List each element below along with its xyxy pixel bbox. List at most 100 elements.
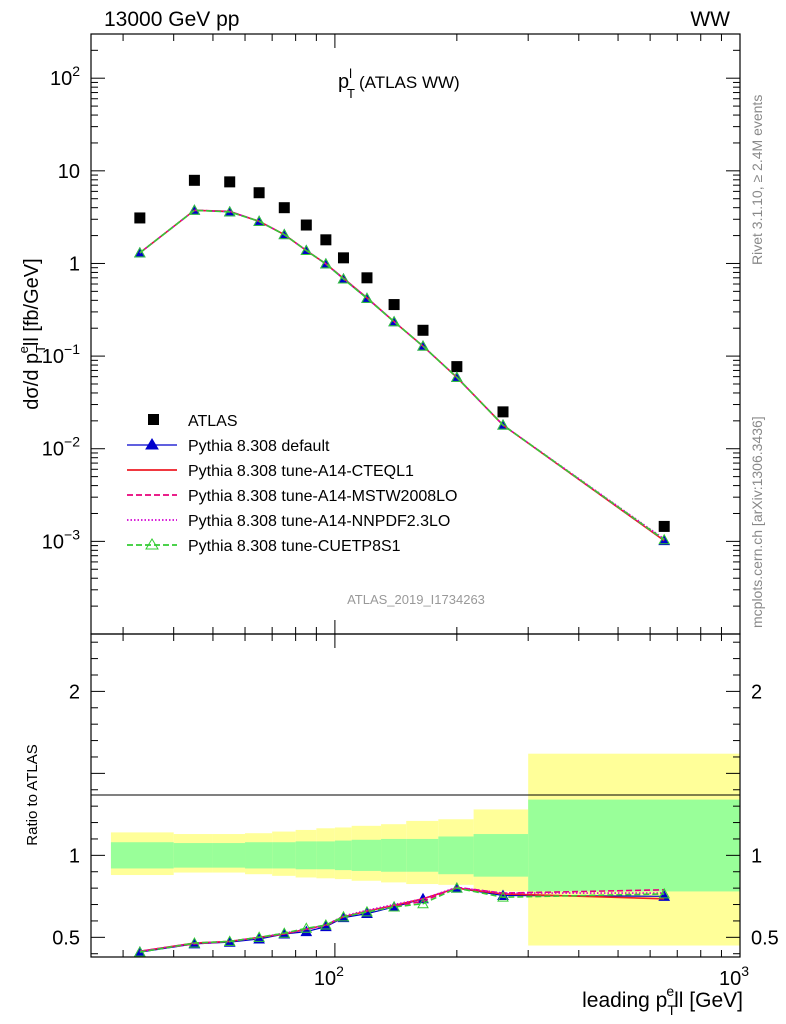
ratio-frame — [90, 633, 741, 958]
legend-item-cuetp8s1-marker — [145, 538, 159, 550]
ratio-cuetp8s1-point — [223, 935, 236, 946]
main-cuetp8s1-point — [223, 205, 236, 217]
plot-title-sup: l — [349, 66, 352, 81]
ratio-band-inner — [110, 842, 174, 869]
main-data-point — [658, 520, 670, 532]
legend-item-cuetp8s1: Pythia 8.308 tune-CUETP8S1 — [127, 538, 401, 555]
main-data-point — [497, 406, 509, 418]
ratio-cuetp8s1-point — [388, 900, 400, 912]
main-cuetp8s1-point — [497, 419, 509, 430]
main-data-point — [134, 212, 146, 224]
ratio-band-inner — [351, 839, 382, 871]
header-right: WW — [690, 8, 730, 31]
ratio-ytick-label-right: 0.5 — [751, 927, 779, 949]
main-ytick-exp: −3 — [64, 526, 80, 542]
x-tick-base: 10 — [719, 968, 741, 990]
mcplots-label: mcplots.cern.ch [arXiv:1306.3436] — [749, 416, 765, 628]
main-cuetp8s1-line — [139, 209, 665, 541]
main-cuetp8s1-point — [658, 533, 671, 545]
main-cuetp8s1-point — [188, 204, 201, 215]
ratio-cuetp8s1-point — [361, 905, 373, 917]
ratio-band-inner — [295, 841, 317, 870]
legend-item-mstw: Pythia 8.308 tune-A14-MSTW2008LO — [127, 488, 457, 505]
main-y-label-sup: e — [16, 346, 31, 353]
main-cuetp8s1-point — [361, 292, 373, 303]
main-ytick-label: 10 — [58, 161, 80, 183]
ratio-band-inner — [528, 799, 740, 892]
ratio-band-inner — [334, 840, 352, 871]
plot-title: pl T (ATLAS WW) — [338, 66, 460, 101]
x-axis-label-post: ll [GeV] — [674, 989, 743, 1012]
ratio-band-inner — [473, 834, 529, 877]
main-ytick-base: 10 — [58, 161, 80, 183]
legend-item-nnpdf-label: Pythia 8.308 tune-A14-NNPDF2.3LO — [188, 513, 450, 530]
main-y-label-sub: T — [33, 345, 48, 353]
main-ytick-base: 10 — [50, 68, 72, 90]
ratio-band-inner — [381, 838, 407, 872]
legend-item-default-label: Pythia 8.308 default — [188, 438, 330, 455]
x-axis-label-sup: e — [666, 983, 674, 999]
main-data-point — [253, 187, 265, 199]
main-data-point — [278, 202, 290, 214]
x-tick-label: 102 — [314, 963, 344, 990]
ratio-ytick-label-right: 2 — [751, 681, 762, 703]
main-cuetp8s1-point — [300, 244, 313, 256]
main-cuetp8s1-point — [450, 371, 463, 382]
main-cuetp8s1-point — [417, 340, 429, 351]
main-cuetp8s1-point — [337, 272, 350, 284]
ratio-band-inner — [173, 843, 213, 868]
ratio-ytick-label-right: 1 — [751, 845, 762, 867]
main-ytick-base: 10 — [42, 346, 64, 368]
ratio-ytick-label-left: 1 — [69, 845, 80, 867]
legend-item-data-label: ATLAS — [188, 413, 238, 430]
legend-item-nnpdf: Pythia 8.308 tune-A14-NNPDF2.3LO — [127, 513, 450, 530]
main-data-point — [451, 361, 463, 373]
main-data-point — [188, 174, 200, 186]
x-axis-label-pre: leading p — [582, 989, 667, 1012]
main-ytick-base: 1 — [69, 253, 80, 275]
main-ytick-exp: 2 — [72, 63, 80, 79]
ratio-band-inner — [316, 841, 335, 870]
ratio-cuetp8s1-point — [188, 937, 201, 948]
main-cuetp8s1-point — [388, 315, 400, 327]
main-ytick-base: 10 — [42, 439, 64, 461]
main-ytick-label: 102 — [50, 63, 80, 90]
ratio-cuetp8s1-point — [133, 946, 146, 957]
plot-title-rest: (ATLAS WW) — [359, 73, 460, 92]
x-tick-base: 10 — [314, 968, 336, 990]
legend-item-default-marker — [145, 438, 159, 450]
main-ytick-label: 10−1 — [42, 341, 80, 368]
main-y-label-post: ll [fb/GeV] — [21, 258, 43, 346]
legend-item-data: ATLAS — [148, 413, 238, 430]
plot-title-sub: T — [347, 86, 355, 101]
main-data-point — [224, 176, 236, 188]
main-cuetp8s1-point — [133, 246, 146, 258]
ratio-cuetp8s1-point — [253, 931, 265, 942]
main-ytick-label: 1 — [69, 253, 80, 275]
ratio-default-point — [253, 932, 265, 944]
main-ytick-exp: −2 — [64, 434, 80, 450]
ratio-band-inner — [272, 842, 296, 869]
main-data-point — [320, 234, 332, 246]
x-axis-label: leading pTell [GeV] — [582, 983, 743, 1018]
ratio-bands — [110, 753, 740, 946]
main-data-layer — [133, 174, 671, 546]
main-cuetp8s1-point — [320, 257, 332, 269]
main-data-point — [417, 324, 429, 336]
main-cuetp8s1-point — [253, 215, 265, 226]
main-data-point — [361, 272, 373, 284]
x-tick-exp: 3 — [741, 963, 749, 979]
legend-item-default: Pythia 8.308 default — [127, 438, 330, 455]
main-ytick-base: 10 — [42, 531, 64, 553]
ratio-y-label: Ratio to ATLAS — [24, 744, 41, 845]
ratio-cuetp8s1-point — [320, 918, 332, 930]
ratio-ytick-label-left: 0.5 — [52, 927, 80, 949]
main-data-point — [388, 299, 400, 311]
main-data-point — [300, 219, 312, 231]
main-ytick-label: 10−2 — [42, 434, 80, 461]
ratio-cuetp8s1-point — [278, 927, 291, 938]
ratio-cuetp8s1-point — [450, 882, 463, 893]
